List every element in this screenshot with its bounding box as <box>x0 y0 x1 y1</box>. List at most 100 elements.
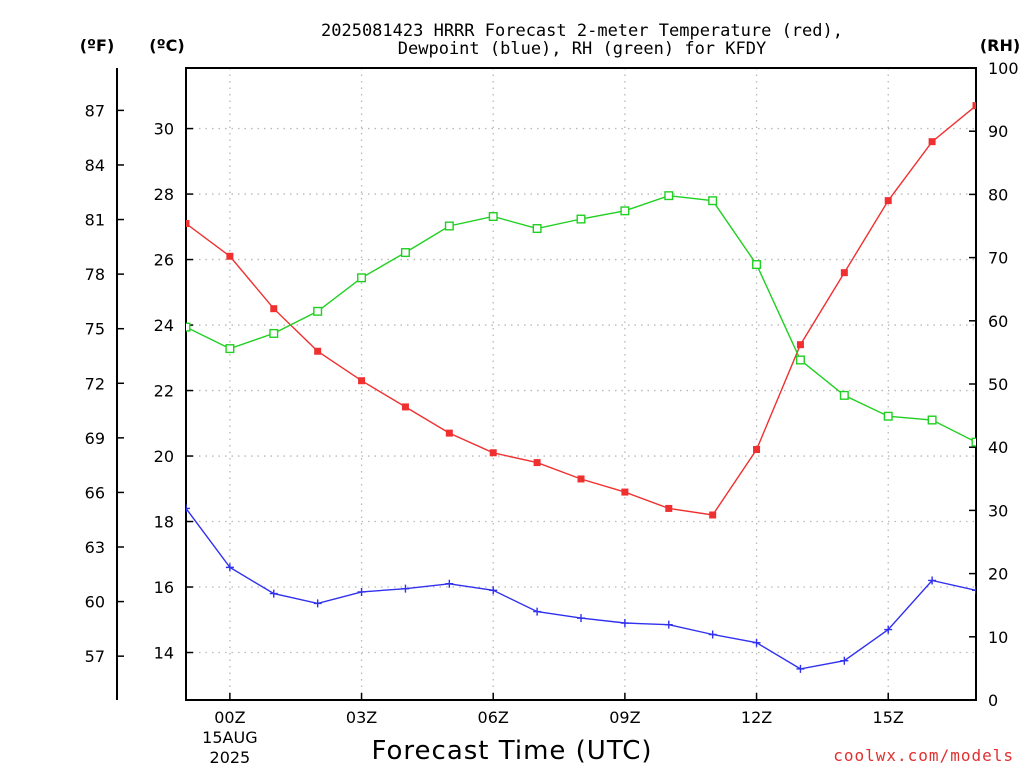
celsius-tick-label: 20 <box>154 447 174 466</box>
temperature-point <box>577 475 585 483</box>
rh-tick-label: 0 <box>988 691 998 710</box>
axes: 57 60 63 66 69 72 75 78 81 84 87 14 16 18 20 22 24 26 28 30… <box>85 59 1019 767</box>
rh-point <box>269 328 279 338</box>
rh-point <box>400 248 410 258</box>
celsius-tick-label: 30 <box>154 120 174 139</box>
dewpoint-point <box>884 625 893 634</box>
rh-point <box>357 273 367 283</box>
rh-tick-label: 60 <box>988 312 1008 331</box>
x-tick-sublabel: 15AUG <box>202 728 257 747</box>
celsius-tick-label: 24 <box>154 316 174 335</box>
dewpoint-point <box>357 587 366 596</box>
rh-point <box>795 355 805 365</box>
fahrenheit-tick-label: 69 <box>85 429 105 448</box>
dewpoint-point <box>186 504 190 513</box>
rh-point <box>927 415 937 425</box>
celsius-tick-label: 22 <box>154 382 174 401</box>
dewpoint-series <box>186 504 976 673</box>
fahrenheit-tick-label: 78 <box>85 265 105 284</box>
series-layer <box>186 102 976 673</box>
fahrenheit-tick-label: 81 <box>85 211 105 230</box>
dewpoint-point <box>533 607 542 616</box>
dewpoint-point <box>577 614 585 623</box>
dewpoint-point <box>313 599 322 608</box>
dewpoint-point <box>489 586 498 595</box>
fahrenheit-tick-label: 72 <box>85 374 105 393</box>
temperature-point <box>314 347 322 355</box>
chart-title-line-2: Dewpoint (blue), RH (green) for KFDY <box>398 39 766 59</box>
dewpoint-point <box>401 584 410 593</box>
dewpoint-point <box>620 619 629 628</box>
temperature-point <box>401 403 409 411</box>
dewpoint-point <box>708 630 717 639</box>
temperature-point <box>665 504 673 512</box>
rh-point <box>488 212 498 222</box>
rh-point <box>576 214 586 224</box>
fahrenheit-unit-label: (ºF) <box>80 36 115 55</box>
fahrenheit-tick-label: 63 <box>85 538 105 557</box>
rh-point <box>839 390 849 400</box>
dewpoint-point <box>269 589 278 598</box>
dewpoint-point <box>225 563 234 572</box>
rh-point <box>532 224 542 234</box>
rh-point <box>444 221 454 231</box>
rh-tick-label: 100 <box>988 59 1019 78</box>
x-tick-label: 12Z <box>741 708 772 727</box>
rh-tick-label: 80 <box>988 185 1008 204</box>
rh-tick-label: 10 <box>988 628 1008 647</box>
temperature-point <box>884 197 892 205</box>
x-tick-label: 03Z <box>346 708 377 727</box>
celsius-tick-label: 26 <box>154 251 174 270</box>
rh-tick-label: 40 <box>988 438 1008 457</box>
rh-tick-label: 90 <box>988 122 1008 141</box>
dewpoint-point <box>972 586 976 595</box>
rh-point <box>313 306 323 316</box>
temperature-point <box>489 449 497 457</box>
rh-point <box>971 437 976 447</box>
rh-tick-label: 70 <box>988 249 1008 268</box>
rh-point <box>664 191 674 201</box>
temperature-point <box>709 511 717 519</box>
temperature-point <box>621 488 629 496</box>
celsius-unit-label: (ºC) <box>149 36 184 55</box>
dewpoint-point <box>928 576 937 585</box>
dewpoint-point <box>664 620 673 629</box>
fahrenheit-tick-label: 75 <box>85 320 105 339</box>
temperature-point <box>270 305 278 313</box>
rh-series <box>186 191 976 447</box>
fahrenheit-tick-label: 60 <box>85 593 105 612</box>
rh-point <box>752 260 762 270</box>
temperature-point <box>928 138 936 146</box>
celsius-tick-label: 16 <box>154 578 174 597</box>
dewpoint-point <box>840 656 849 665</box>
temperature-point <box>533 459 541 467</box>
fahrenheit-tick-label: 57 <box>85 647 105 666</box>
celsius-tick-label: 28 <box>154 185 174 204</box>
celsius-tick-label: 14 <box>154 644 174 663</box>
temperature-point <box>796 341 804 349</box>
rh-tick-label: 30 <box>988 501 1008 520</box>
x-tick-label: 09Z <box>609 708 640 727</box>
fahrenheit-tick-label: 87 <box>85 101 105 120</box>
dewpoint-point <box>796 664 805 673</box>
x-axis-title: Forecast Time (UTC) <box>371 736 652 766</box>
fahrenheit-tick-label: 84 <box>85 156 105 175</box>
temperature-series <box>186 102 976 519</box>
x-tick-sublabel: 2025 <box>210 748 251 767</box>
temperature-point <box>840 269 848 277</box>
celsius-tick-label: 18 <box>154 513 174 532</box>
temperature-point <box>972 102 976 110</box>
rh-point <box>708 196 718 206</box>
x-tick-label: 00Z <box>214 708 245 727</box>
fahrenheit-tick-label: 66 <box>85 483 105 502</box>
x-tick-label: 15Z <box>873 708 904 727</box>
dewpoint-point <box>752 638 761 647</box>
credit-text: coolwx.com/models <box>833 746 1014 765</box>
rh-point <box>186 322 191 332</box>
rh-point <box>620 206 630 216</box>
rh-point <box>225 344 235 354</box>
rh-tick-label: 20 <box>988 565 1008 584</box>
chart-title-line-1: 2025081423 HRRR Forecast 2-meter Tempera… <box>321 21 843 41</box>
temperature-point <box>445 429 453 437</box>
